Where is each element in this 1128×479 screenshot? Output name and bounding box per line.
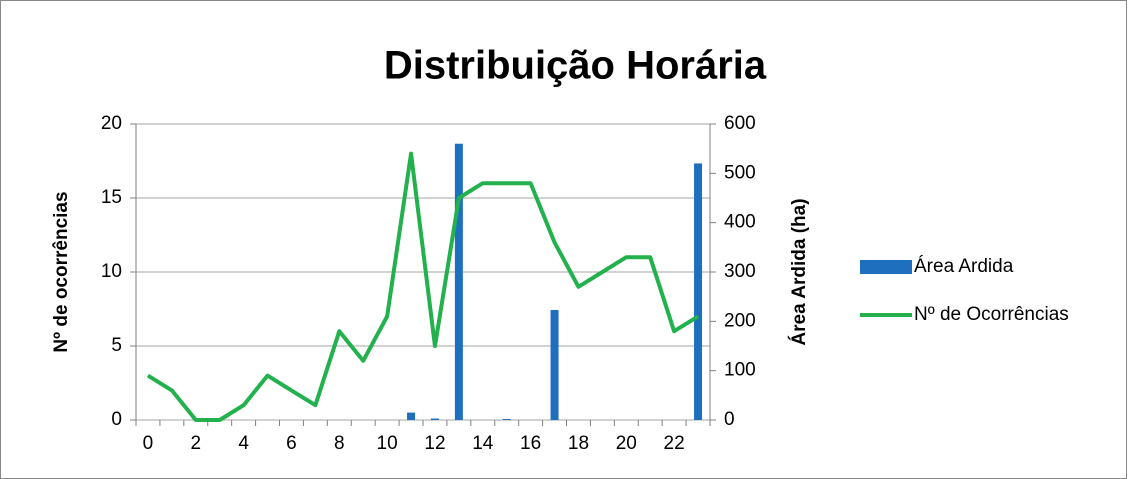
x-tick-label: 14	[472, 433, 494, 454]
legend-label: Área Ardida	[914, 256, 1014, 277]
y2-tick-label: 300	[724, 261, 756, 282]
legend-label: Nº de Ocorrências	[914, 304, 1069, 325]
x-tick-label: 4	[238, 433, 249, 454]
x-tick-label: 18	[568, 433, 589, 454]
y-tick-label: 20	[101, 113, 122, 134]
line	[146, 151, 700, 422]
bar	[550, 309, 559, 420]
x-tick-label: 16	[520, 433, 541, 454]
x-tick-label: 10	[377, 433, 398, 454]
y2-axis-title: Área Ardida (ha)	[788, 198, 810, 345]
bar	[430, 418, 439, 420]
bar	[502, 419, 511, 420]
y2-tick-label: 600	[724, 113, 756, 134]
x-tick-label: 2	[191, 433, 202, 454]
y-tick-label: 0	[111, 409, 122, 430]
y2-tick-label: 400	[724, 212, 756, 233]
x-tick-label: 8	[334, 433, 345, 454]
chart-title: Distribuição Horária	[384, 44, 767, 88]
x-tick-label: 22	[664, 433, 685, 454]
y2-tick-label: 0	[724, 409, 735, 430]
y-tick-label: 15	[101, 187, 122, 208]
y2-tick-label: 500	[724, 162, 756, 183]
y2-tick-label: 200	[724, 310, 756, 331]
legend-swatch	[860, 260, 912, 274]
bar	[694, 163, 703, 420]
y-tick-label: 10	[101, 261, 122, 282]
bar	[407, 412, 416, 420]
x-tick-label: 0	[143, 433, 154, 454]
y-axis-title: Nº de ocorrências	[51, 191, 72, 352]
x-tick-label: 20	[616, 433, 637, 454]
y-tick-label: 5	[111, 335, 122, 356]
x-tick-label: 12	[424, 433, 445, 454]
x-tick-label: 6	[286, 433, 297, 454]
bar	[454, 143, 463, 420]
y2-tick-label: 100	[724, 360, 756, 381]
